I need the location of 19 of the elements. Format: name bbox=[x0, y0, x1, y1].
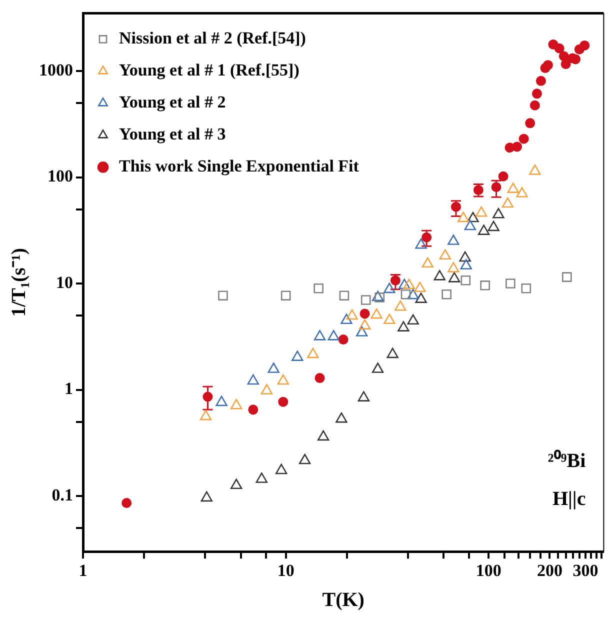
y-tick-label: 0.1 bbox=[52, 485, 73, 504]
legend-label: Young et al # 3 bbox=[119, 124, 226, 144]
x-tick-label: 10 bbox=[277, 561, 294, 580]
y-tick-label: 1000 bbox=[39, 60, 73, 80]
legend-label: This work Single Exponential Fit bbox=[119, 156, 360, 176]
x-axis-title: T(K) bbox=[322, 589, 364, 612]
y-tick-label: 100 bbox=[48, 166, 73, 186]
x-tick-label: 100 bbox=[476, 561, 502, 580]
x-tick-label: 300 bbox=[572, 561, 598, 580]
x-tick-label: 1 bbox=[78, 561, 88, 580]
x-tick-label: 200 bbox=[536, 561, 562, 580]
annotation: H||c bbox=[552, 488, 586, 510]
y-tick-label: 10 bbox=[56, 272, 73, 292]
legend-label: Young et al # 2 bbox=[119, 92, 226, 112]
legend-label: Nission et al # 2 (Ref.[54]) bbox=[119, 28, 306, 48]
legend-label: Young et al # 1 (Ref.[55]) bbox=[119, 60, 300, 80]
annotation: ²⁰⁹Bi bbox=[548, 448, 586, 472]
y-tick-label: 1 bbox=[64, 379, 73, 398]
y-axis-title: 1/T₁(s⁻¹) bbox=[8, 248, 30, 317]
